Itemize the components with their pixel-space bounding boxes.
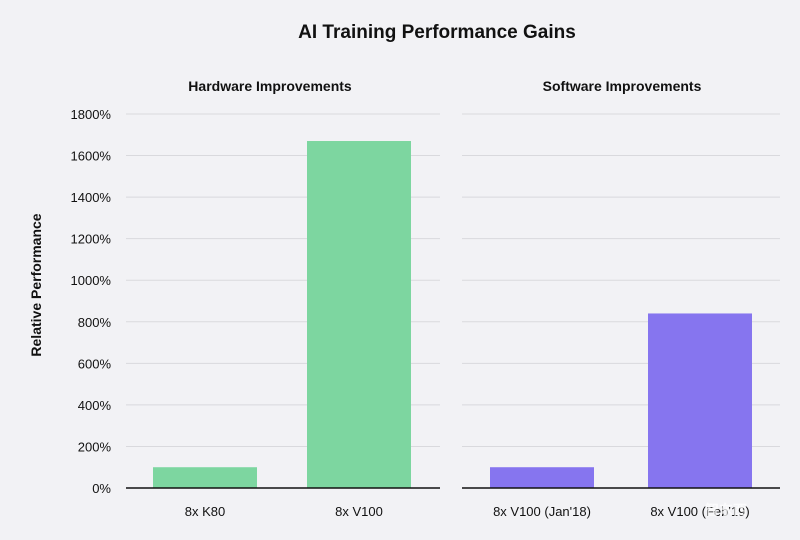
bar-hardware-1 [307, 141, 411, 488]
y-tick-label: 200% [78, 439, 112, 454]
x-tick-label: 8x K80 [185, 504, 225, 519]
y-tick-label: 0% [92, 481, 111, 496]
x-tick-label: 8x V100 [335, 504, 383, 519]
panel-title: Hardware Improvements [188, 78, 352, 94]
y-tick-label: 800% [78, 315, 112, 330]
x-tick-label: 8x V100 (Jan'18) [493, 504, 591, 519]
y-tick-label: 1000% [71, 273, 112, 288]
chart-panels: 0% 200% 400% 600% 800% 1000% 1200% 1400% 1600% 18… [71, 78, 780, 519]
panel-title: Software Improvements [543, 78, 702, 94]
y-tick-label: 600% [78, 356, 112, 371]
bar-software-1 [648, 313, 752, 488]
y-tick-label: 1400% [71, 190, 112, 205]
y-axis-label: Relative Performance [28, 213, 44, 356]
y-tick-label: 1600% [71, 149, 112, 164]
watermark-logo: 智东西 [704, 502, 747, 518]
bar-software-0 [490, 467, 594, 488]
y-tick-label: 1200% [71, 232, 112, 247]
x-tick-label: 8x V100 (Feb'19) [650, 504, 749, 519]
y-tick-label: 1800% [71, 107, 112, 122]
y-tick-label: 400% [78, 398, 112, 413]
chart-title: AI Training Performance Gains [298, 22, 576, 43]
bar-hardware-0 [153, 467, 257, 488]
